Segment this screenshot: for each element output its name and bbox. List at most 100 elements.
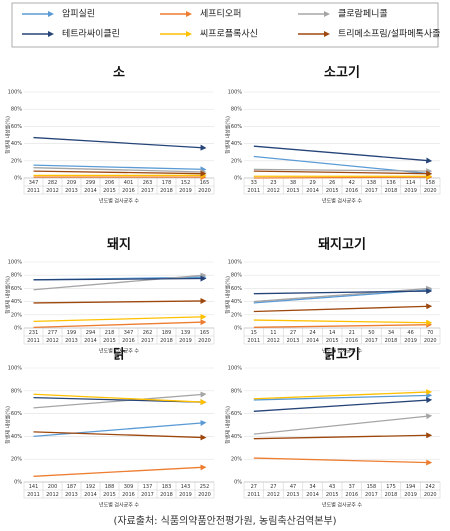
x-tick-label: 2020 <box>424 188 437 194</box>
trend-line <box>253 145 433 164</box>
x-tick-label: 2017 <box>141 338 154 344</box>
trend-line <box>253 285 433 303</box>
y-tick-label: 20% <box>231 158 242 164</box>
y-tick-label: 40% <box>11 141 22 147</box>
y-axis-label: 항생제 내성률(%) <box>225 116 232 154</box>
x-axis-label: 년도별 검사균주 수 <box>99 502 139 509</box>
y-tick-label: 60% <box>11 124 22 130</box>
trend-line <box>33 420 207 438</box>
trend-line <box>253 303 433 313</box>
count-label: 347 <box>29 180 39 186</box>
trend-line <box>33 464 207 477</box>
x-tick-label: 2012 <box>46 338 59 344</box>
x-tick-label: 2020 <box>198 492 211 498</box>
count-label: 34 <box>309 484 315 490</box>
x-tick-label: 2012 <box>46 188 59 194</box>
x-tick-label: 2019 <box>179 188 192 194</box>
count-label: 192 <box>86 484 96 490</box>
trend-line <box>33 313 207 323</box>
count-label: 262 <box>143 330 153 336</box>
count-label: 158 <box>425 180 435 186</box>
count-label: 23 <box>270 180 276 186</box>
x-tick-label: 2011 <box>247 188 260 194</box>
trend-line <box>253 397 433 412</box>
x-tick-label: 2019 <box>404 492 417 498</box>
x-tick-label: 2016 <box>122 338 135 344</box>
count-label: 194 <box>406 484 416 490</box>
x-tick-label: 2015 <box>103 188 116 194</box>
x-tick-label: 2017 <box>365 188 378 194</box>
y-tick-label: 60% <box>231 411 242 417</box>
y-axis-label: 항생제 내성률(%) <box>5 116 12 154</box>
y-tick-label: 80% <box>11 388 22 394</box>
count-label: 42 <box>349 180 355 186</box>
count-label: 21 <box>349 330 355 336</box>
count-label: 189 <box>162 330 172 336</box>
count-label: 347 <box>124 330 134 336</box>
legend-label: 암피실린 <box>62 8 95 20</box>
y-tick-label: 40% <box>11 434 22 440</box>
count-label: 206 <box>105 180 115 186</box>
y-tick-label: 20% <box>11 158 22 164</box>
legend-label: 클로람페니콜 <box>338 8 388 20</box>
count-label: 188 <box>105 484 115 490</box>
count-label: 137 <box>143 484 153 490</box>
x-tick-label: 2014 <box>306 492 319 498</box>
x-axis-label: 년도별 검사균주 수 <box>322 502 362 509</box>
x-tick-label: 2017 <box>365 338 378 344</box>
trend-line <box>253 170 433 177</box>
x-tick-label: 2015 <box>326 338 339 344</box>
x-tick-label: 2016 <box>122 492 135 498</box>
chart-title: 닭고기 <box>324 348 360 363</box>
count-label: 294 <box>86 330 96 336</box>
x-tick-label: 2012 <box>267 492 280 498</box>
x-tick-label: 2013 <box>65 188 78 194</box>
legend-label: 씨프로플록사신 <box>200 29 258 40</box>
y-axis-label: 항생제 내성률(%) <box>225 276 232 314</box>
count-label: 37 <box>349 484 355 490</box>
count-label: 138 <box>367 180 377 186</box>
y-tick-label: 60% <box>231 124 242 130</box>
y-tick-label: 20% <box>231 457 242 463</box>
x-tick-label: 2014 <box>306 188 319 194</box>
count-label: 143 <box>181 484 191 490</box>
y-axis-label: 항생제 내성률(%) <box>225 406 232 444</box>
x-tick-label: 2011 <box>27 188 40 194</box>
x-tick-label: 2012 <box>267 338 280 344</box>
trend-line <box>253 321 433 328</box>
trend-line <box>33 391 207 409</box>
count-label: 38 <box>290 180 296 186</box>
trend-line <box>33 319 207 328</box>
count-label: 183 <box>162 484 172 490</box>
trend-line <box>33 170 207 177</box>
y-tick-label: 100% <box>228 260 243 266</box>
y-tick-label: 0% <box>14 326 22 332</box>
x-tick-label: 2019 <box>179 338 192 344</box>
count-label: 252 <box>200 484 210 490</box>
count-label: 136 <box>386 180 396 186</box>
x-tick-label: 2019 <box>179 492 192 498</box>
x-tick-label: 2018 <box>160 492 173 498</box>
y-tick-label: 0% <box>234 480 242 486</box>
chart-title: 돼지 <box>107 237 131 253</box>
count-label: 218 <box>105 330 115 336</box>
trend-line <box>253 319 433 326</box>
count-label: 309 <box>124 484 134 490</box>
count-label: 277 <box>48 330 58 336</box>
x-tick-label: 2017 <box>141 188 154 194</box>
count-label: 70 <box>427 330 433 336</box>
count-label: 401 <box>124 180 134 186</box>
x-tick-label: 2013 <box>287 492 300 498</box>
count-label: 27 <box>290 330 296 336</box>
count-label: 187 <box>67 484 77 490</box>
count-label: 242 <box>425 484 435 490</box>
x-tick-label: 2020 <box>198 188 211 194</box>
y-tick-label: 40% <box>231 299 242 305</box>
count-label: 11 <box>270 330 276 336</box>
legend-label: 트리메소프림/설파메톡사졸 <box>338 28 440 40</box>
x-tick-label: 2018 <box>160 338 173 344</box>
count-label: 50 <box>368 330 374 336</box>
trend-line <box>33 136 207 151</box>
x-tick-label: 2014 <box>306 338 319 344</box>
